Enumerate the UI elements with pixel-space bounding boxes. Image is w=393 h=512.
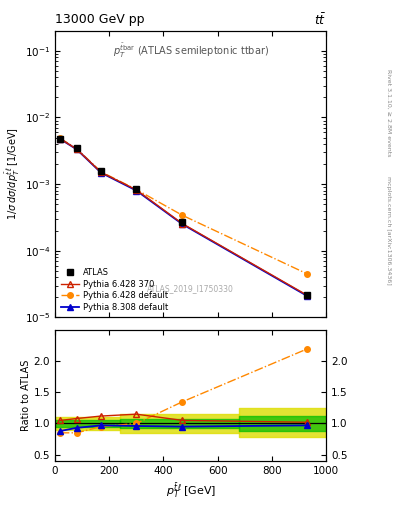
Text: 13000 GeV pp: 13000 GeV pp bbox=[55, 13, 145, 26]
Text: mcplots.cern.ch [arXiv:1306.3436]: mcplots.cern.ch [arXiv:1306.3436] bbox=[386, 176, 391, 285]
Text: ATLAS_2019_I1750330: ATLAS_2019_I1750330 bbox=[147, 284, 234, 293]
X-axis label: $p_T^{\bar{t}\,\ell}\,[\mathrm{GeV}]$: $p_T^{\bar{t}\,\ell}\,[\mathrm{GeV}]$ bbox=[165, 481, 216, 500]
Y-axis label: Ratio to ATLAS: Ratio to ATLAS bbox=[21, 360, 31, 431]
Y-axis label: $1/\sigma\,d\sigma/dp_T^{\bar{t}\,\ell}\,[1/\mathrm{GeV}]$: $1/\sigma\,d\sigma/dp_T^{\bar{t}\,\ell}\… bbox=[4, 127, 22, 221]
Text: $p_T^{\bar{t}\mathrm{bar}}$ (ATLAS semileptonic ttbar): $p_T^{\bar{t}\mathrm{bar}}$ (ATLAS semil… bbox=[113, 42, 268, 60]
Legend: ATLAS, Pythia 6.428 370, Pythia 6.428 default, Pythia 8.308 default: ATLAS, Pythia 6.428 370, Pythia 6.428 de… bbox=[59, 266, 170, 313]
Text: $t\bar{t}$: $t\bar{t}$ bbox=[314, 13, 326, 28]
Text: Rivet 3.1.10, ≥ 2.8M events: Rivet 3.1.10, ≥ 2.8M events bbox=[386, 69, 391, 156]
